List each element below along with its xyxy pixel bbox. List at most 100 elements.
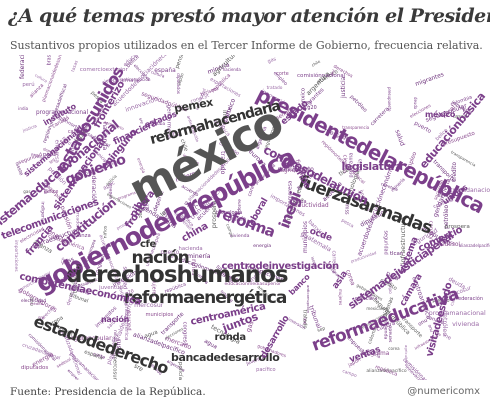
cloud-small-word: presupuesto bbox=[277, 167, 314, 174]
cloud-small-word: juventud bbox=[99, 284, 123, 291]
cloud-word: ronda bbox=[214, 332, 247, 343]
cloud-word: nación bbox=[131, 247, 190, 268]
cloud-small-word: tlcan bbox=[389, 251, 404, 258]
cloud-small-word: gas bbox=[23, 188, 31, 194]
cloud-small-word: españa bbox=[154, 67, 176, 75]
cloud-small-word: mujeres bbox=[338, 288, 344, 306]
cloud-small-word: cuba bbox=[166, 132, 181, 139]
cloud-small-word: justicia bbox=[22, 123, 38, 134]
cloud-small-word: india bbox=[18, 106, 29, 112]
source-note: Fuente: Presidencia de la República. bbox=[10, 386, 206, 398]
cloud-small-word: cruzadanacional bbox=[449, 186, 490, 194]
cloud-small-word: g20 bbox=[307, 104, 317, 111]
cloud-small-word: migrantes bbox=[414, 72, 445, 88]
cloud-small-word: canadá bbox=[67, 129, 86, 136]
cloud-small-word: diputados bbox=[20, 364, 49, 371]
cloud-word: cfe bbox=[140, 239, 156, 250]
cloud-small-word: tratado bbox=[266, 86, 283, 92]
cloud-small-word: agricultura bbox=[404, 345, 410, 367]
cloud-small-word: guatemala bbox=[109, 77, 139, 84]
cloud-small-word: energía bbox=[253, 243, 272, 249]
cloud-small-word: seguridad bbox=[382, 230, 389, 255]
cloud-word: legislatura bbox=[341, 159, 404, 173]
word-cloud: rusia india corea perú chile colombia argentin… bbox=[0, 55, 490, 380]
cloud-small-word: policía bbox=[227, 217, 247, 223]
cloud-small-word: tecnología bbox=[215, 209, 243, 216]
cloud-small-word: municipios bbox=[302, 221, 310, 254]
cloud-small-word: federación bbox=[456, 296, 484, 303]
cloud-small-word: educaciónmediasuperior bbox=[224, 281, 282, 287]
cloud-word: reformaenergética bbox=[124, 287, 287, 308]
cloud-small-word: alianzadelpacífico bbox=[366, 368, 407, 374]
cloud-small-word: vivienda bbox=[452, 319, 480, 328]
cloud-small-word: ine bbox=[301, 317, 307, 325]
page-subtitle: Sustantivos propios utilizados en el Ter… bbox=[10, 39, 483, 52]
cloud-small-word: sedesol bbox=[437, 241, 461, 248]
cloud-small-word: vivienda bbox=[229, 233, 250, 239]
cloud-small-word: belice bbox=[44, 189, 59, 195]
cloud-small-word: programa bbox=[361, 351, 390, 358]
cloud-small-word: gas bbox=[266, 56, 277, 65]
cloud-small-word: diputados bbox=[176, 73, 182, 95]
cloud-small-word: alianzadelpacífico bbox=[458, 242, 490, 248]
cloud-small-word: corea bbox=[388, 345, 400, 351]
cloud-small-word: perú bbox=[22, 82, 35, 89]
cloud-small-word: puerto bbox=[412, 120, 432, 136]
cloud-word: derechoshumanos bbox=[66, 261, 289, 288]
cloud-small-word: puerto bbox=[432, 297, 450, 304]
cloud-small-word: pensión bbox=[174, 55, 188, 70]
cloud-small-word: fiscal bbox=[190, 125, 202, 131]
cloud-small-word: sep bbox=[32, 244, 41, 250]
brand-handle: @numericomx bbox=[407, 386, 480, 397]
page-title: ¿A qué temas prestó mayor atención el Pr… bbox=[8, 5, 490, 27]
cloud-small-word: tasas bbox=[452, 114, 467, 121]
cloud-word: pemex bbox=[172, 95, 214, 115]
cloud-small-word: mexicanos bbox=[366, 306, 388, 312]
cloud-small-word: hacienda bbox=[178, 245, 203, 252]
cloud-small-word: mercosur bbox=[134, 301, 164, 309]
cloud-small-word: prospera bbox=[444, 223, 470, 230]
cloud-small-word: petróleo bbox=[348, 94, 368, 114]
cloud-small-word: tasas bbox=[70, 60, 80, 74]
cloud-small-word: deuda bbox=[290, 199, 307, 206]
cloud-small-word: cuba bbox=[154, 121, 166, 127]
cloud-small-word: policía bbox=[176, 361, 183, 380]
cloud-small-word: electricidad bbox=[20, 299, 47, 305]
cloud-small-word: crédito bbox=[29, 301, 44, 307]
cloud-small-word: pacífico bbox=[256, 366, 276, 373]
cloud-small-word: seguropopular bbox=[66, 335, 112, 343]
cloud-small-word: sre bbox=[38, 316, 45, 322]
cloud-small-word: corte bbox=[335, 135, 348, 141]
cloud-word: centrodeinvestigación bbox=[221, 261, 340, 272]
cloud-small-word: pesca bbox=[339, 218, 354, 230]
cloud-small-word: carretera bbox=[369, 106, 391, 128]
cloud-small-word: salud bbox=[393, 128, 406, 147]
cloud-word: bancadedesarrollo bbox=[171, 350, 280, 364]
cloud-word: nación bbox=[101, 315, 129, 324]
cloud-small-word: programanacional bbox=[428, 310, 486, 318]
cloud-small-word: brasil bbox=[46, 55, 53, 65]
cloud-small-word: campo bbox=[341, 369, 358, 379]
cloud-small-word: brasil bbox=[301, 98, 313, 104]
cloud-small-word: comercioexterior bbox=[79, 66, 128, 73]
cloud-small-word: agricultura bbox=[280, 167, 312, 174]
cloud-small-word: municipios bbox=[145, 312, 174, 319]
cloud-small-word: anticorrupción bbox=[120, 77, 151, 82]
cloud-small-word: chile bbox=[310, 58, 322, 68]
cloud-small-word: anticorrupción bbox=[305, 285, 311, 314]
cloud-small-word: congreso bbox=[181, 321, 188, 346]
cloud-small-word: programanacional bbox=[35, 109, 89, 116]
cloud-small-word: deuda bbox=[413, 97, 419, 110]
cloud-word: méxico bbox=[425, 110, 456, 119]
cloud-small-word: minería bbox=[187, 252, 211, 260]
cloud-small-word: transparencia bbox=[342, 125, 370, 131]
cloud-small-word: federación bbox=[18, 55, 26, 80]
cloud-small-word: alianza bbox=[71, 233, 91, 240]
cloud-small-word: importaciones bbox=[13, 240, 19, 272]
cloud-small-word: corte bbox=[276, 71, 289, 77]
cloud-small-word: productividad bbox=[287, 201, 329, 209]
cloud-small-word: puerto bbox=[160, 250, 180, 257]
cloud-small-word: imss bbox=[437, 192, 452, 200]
cloud-word: inegi bbox=[274, 189, 305, 231]
cloud-small-word: ciencia bbox=[354, 296, 373, 302]
